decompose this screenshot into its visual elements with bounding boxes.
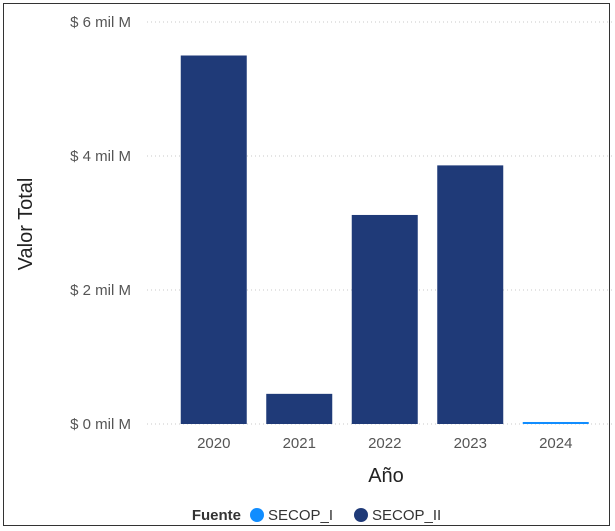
bar-secop-i-2024[interactable]	[522, 421, 589, 424]
y-axis-title: Valor Total	[15, 178, 37, 271]
legend: Fuente SECOP_I SECOP_II	[192, 507, 441, 524]
x-tick-label: 2023	[454, 435, 487, 452]
x-tick-label: 2024	[539, 435, 572, 452]
bar-secop-ii-2022[interactable]	[351, 214, 418, 424]
x-axis-ticks: 2020 2021 2022 2023 2024	[197, 435, 572, 452]
chart-frame	[3, 3, 610, 526]
legend-title: Fuente	[192, 507, 241, 524]
y-tick-label: $ 2 mil M	[70, 282, 131, 299]
bar-secop-ii-2023[interactable]	[437, 165, 504, 424]
legend-marker-secop-i	[250, 508, 264, 522]
y-tick-label: $ 4 mil M	[70, 148, 131, 165]
bar-secop-ii-2020[interactable]	[180, 55, 247, 425]
y-axis-ticks: $ 0 mil M $ 2 mil M $ 4 mil M $ 6 mil M	[70, 14, 131, 433]
x-axis-title: Año	[368, 465, 404, 487]
x-tick-label: 2022	[368, 435, 401, 452]
y-tick-label: $ 0 mil M	[70, 416, 131, 433]
y-tick-label: $ 6 mil M	[70, 14, 131, 31]
x-tick-label: 2020	[197, 435, 230, 452]
bar-secop-ii-2021[interactable]	[266, 393, 333, 424]
x-tick-label: 2021	[283, 435, 316, 452]
legend-marker-secop-ii	[354, 508, 368, 522]
bars	[180, 55, 589, 425]
legend-label-secop-ii[interactable]: SECOP_II	[372, 507, 441, 524]
legend-label-secop-i[interactable]: SECOP_I	[268, 507, 333, 524]
